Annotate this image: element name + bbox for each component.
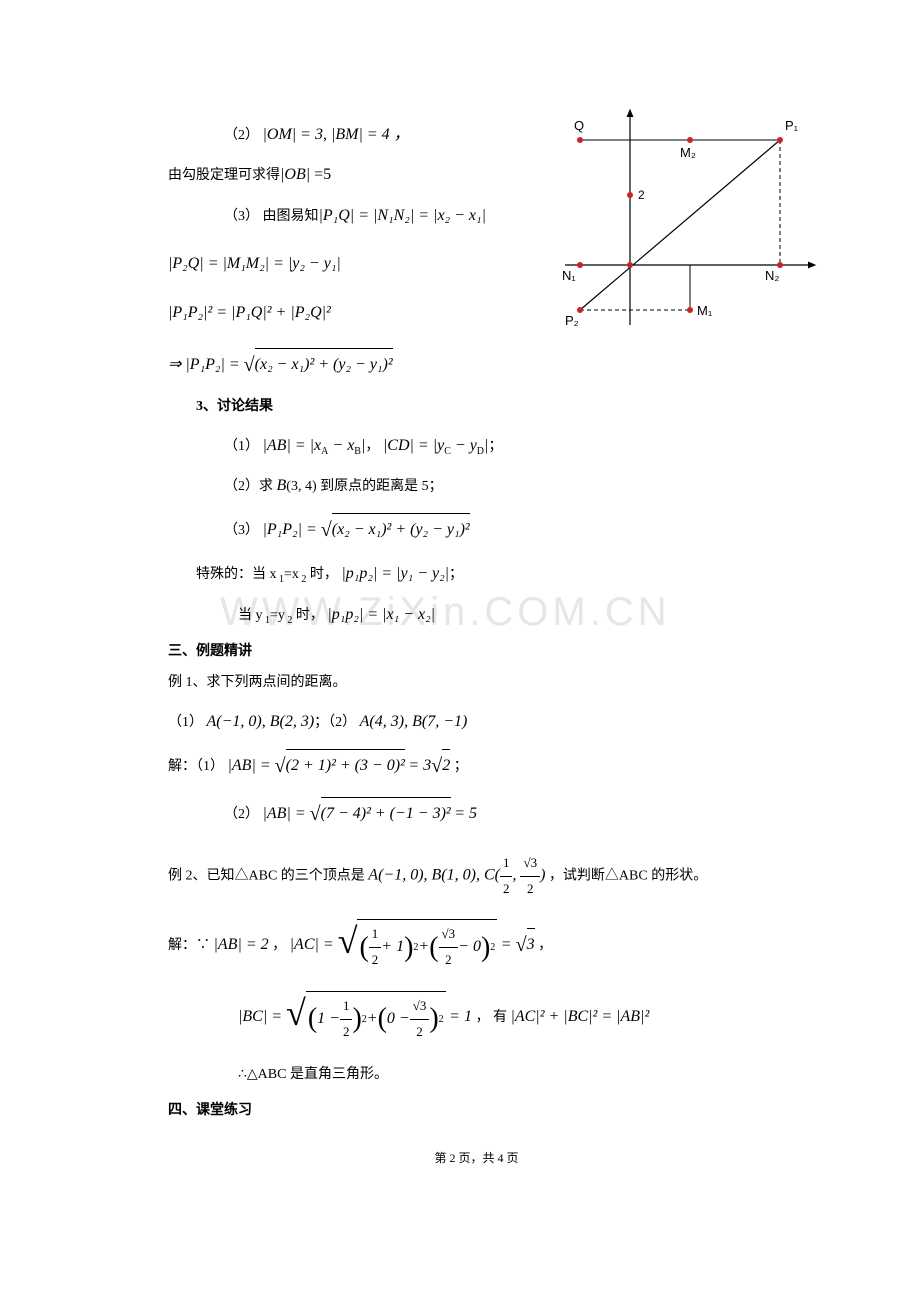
lhs: |AB| = xyxy=(263,805,310,822)
section-3: 三、例题精讲 xyxy=(168,640,785,660)
sep: ， xyxy=(272,938,290,953)
frac-r3-2: √32 xyxy=(520,851,540,901)
text: 解：∵ xyxy=(168,938,210,953)
math: |AB| = 2 xyxy=(214,936,269,953)
ex1-title: 例 1、求下列两点间的距离。 xyxy=(168,670,785,697)
big-sqrt-ac: √ (12 + 1)2 + (√32 − 0)2 xyxy=(338,919,498,972)
page-footer: 第 2 页，共 4 页 xyxy=(168,1149,785,1166)
radicand: (x₂ − x₁)² + (y₂ − y₁)² xyxy=(332,513,470,545)
big-sqrt-bc: √ (1 − 12)2 + (0 − √32)2 xyxy=(286,991,446,1044)
line-dist-formula: ⇒ |P₁P₂| = √(x₂ − x₁)² + (y₂ − y₁)² xyxy=(168,346,785,384)
text: 由勾股定理可求得 xyxy=(168,168,280,183)
line-ob: 由勾股定理可求得|OB| =5 xyxy=(168,160,785,190)
text: （2）求 B(3, 4) 到原点的距离是 5； xyxy=(224,479,443,494)
radicand: (7 − 4)² + (−1 − 3)² xyxy=(321,797,451,829)
sep: ， 有 xyxy=(475,1010,507,1025)
line-om-bm: （2） |OM| = 3, |BM| = 4 ， xyxy=(168,120,785,150)
radicand: 2 xyxy=(442,749,450,781)
math: |OB| xyxy=(280,166,310,183)
eq: = 3 xyxy=(408,757,431,774)
line-ab-cd: （1） |AB| = |xA − xB|， |CD| = |yC − yD|； xyxy=(168,431,785,461)
math: |P₁Q| = |N₁N₂| = |x₂ − x₁| xyxy=(319,207,486,224)
section-4: 四、课堂练习 xyxy=(168,1099,785,1119)
text: 例 2、已知△ABC 的三个顶点是 xyxy=(168,869,368,884)
sep: ； xyxy=(454,759,468,774)
lhs: |AC| = xyxy=(290,936,338,953)
conclusion: ∴△ABC 是直角三角形。 xyxy=(168,1062,785,1089)
label: 解：（1） xyxy=(168,759,224,774)
sqrt: √2 xyxy=(431,747,450,785)
sqrt3: √3 xyxy=(516,926,535,964)
label: （1） xyxy=(224,439,259,454)
eq: = xyxy=(501,936,516,953)
ex2: 例 2、已知△ABC 的三个顶点是 A(−1, 0), B(1, 0), C(1… xyxy=(168,851,785,901)
math: |AB| = |xA − xB| xyxy=(263,437,366,454)
sep: ； xyxy=(488,439,502,454)
ex1-parts: （1） A(−1, 0), B(2, 3)；（2） A(4, 3), B(7, … xyxy=(168,707,785,737)
sqrt: √(x₂ − x₁)² + (y₂ − y₁)² xyxy=(321,511,470,549)
math: |P₁P₂|² = |P₁Q|² + |P₂Q|² xyxy=(168,304,331,321)
frac-half: 12 xyxy=(500,851,513,901)
math: |p₁p₂| = |y₁ − y₂| xyxy=(341,565,449,582)
label: （1） xyxy=(168,715,207,730)
line-p2q: |P₂Q| = |M₁M₂| = |y₂ − y₁| xyxy=(168,249,785,279)
math-lhs: |P₁P₂| = xyxy=(263,521,321,538)
label: （3） xyxy=(224,523,259,538)
line-p1q: （3） 由图易知|P₁Q| = |N₁N₂| = |x₂ − x₁| xyxy=(168,201,785,231)
sep: ； xyxy=(449,567,463,582)
line-pyth: |P₁P₂|² = |P₁Q|² + |P₂Q|² xyxy=(168,298,785,328)
sep: ， xyxy=(365,439,383,454)
lhs: |BC| = xyxy=(238,1008,286,1025)
eq: = 5 xyxy=(454,805,477,822)
math-lhs: ⇒ |P₁P₂| = xyxy=(168,356,244,373)
sol3: 解：∵ |AB| = 2 ， |AC| = √ (12 + 1)2 + (√32… xyxy=(168,919,785,972)
sqrt: √(2 + 1)² + (3 − 0)² xyxy=(275,747,405,785)
sep: ；（2） xyxy=(314,715,360,730)
math: A(4, 3), B(7, −1) xyxy=(360,713,468,730)
math: |AC|² + |BC|² = |AB|² xyxy=(510,1008,649,1025)
line-special-y: 特殊的：当 x 1=x 2 时， |p₁p₂| = |y₁ − y₂|； xyxy=(168,559,785,589)
line-b34: （2）求 B(3, 4) 到原点的距离是 5； xyxy=(168,471,785,501)
eq: = 1 xyxy=(449,1008,472,1025)
line-special-x: 当 y 1=y 2 时， |p₁p₂| = |x₁ − x₂| xyxy=(168,600,785,630)
line-dist-3: （3） |P₁P₂| = √(x₂ − x₁)² + (y₂ − y₁)² xyxy=(168,511,785,549)
svg-text:P₁: P₁ xyxy=(785,118,799,133)
sol1: 解：（1） |AB| = √(2 + 1)² + (3 − 0)² = 3√2 … xyxy=(168,747,785,785)
math: |CD| = |yC − yD| xyxy=(383,437,489,454)
label: （2） xyxy=(224,807,259,822)
heading-discuss: 3、讨论结果 xyxy=(168,394,785,421)
sqrt: √(x₂ − x₁)² + (y₂ − y₁)² xyxy=(244,346,393,384)
label: （2） xyxy=(224,128,259,143)
sqrt: √(7 − 4)² + (−1 − 3)² xyxy=(310,795,451,833)
sep: ， xyxy=(538,938,552,953)
math: A(−1, 0), B(1, 0), C( xyxy=(368,867,500,884)
text: （3） 由图易知 xyxy=(224,209,319,224)
text: =5 xyxy=(310,166,331,183)
sol2: （2） |AB| = √(7 − 4)² + (−1 − 3)² = 5 xyxy=(168,795,785,833)
radicand: (2 + 1)² + (3 − 0)² xyxy=(286,749,405,781)
content: （2） |OM| = 3, |BM| = 4 ， 由勾股定理可求得|OB| =5… xyxy=(168,120,785,1119)
math: A(−1, 0), B(2, 3) xyxy=(207,713,315,730)
lhs: |AB| = xyxy=(228,757,275,774)
text: 特殊的：当 x 1=x 2 时， xyxy=(196,567,338,582)
math: |OM| = 3, |BM| = 4 ， xyxy=(263,126,410,143)
math: |p₁p₂| = |x₁ − x₂| xyxy=(327,606,435,623)
math: |P₂Q| = |M₁M₂| = |y₂ − y₁| xyxy=(168,255,341,272)
page: WWW.ZiXin.COM.CN Q P₁ M₂ 2 xyxy=(0,0,920,1226)
text: 当 y 1=y 2 时， xyxy=(238,608,327,623)
radicand: (x₂ − x₁)² + (y₂ − y₁)² xyxy=(255,348,393,380)
text: ，试判断△ABC 的形状。 xyxy=(549,869,707,884)
bc-line: |BC| = √ (1 − 12)2 + (0 − √32)2 = 1 ， 有 … xyxy=(168,991,785,1044)
